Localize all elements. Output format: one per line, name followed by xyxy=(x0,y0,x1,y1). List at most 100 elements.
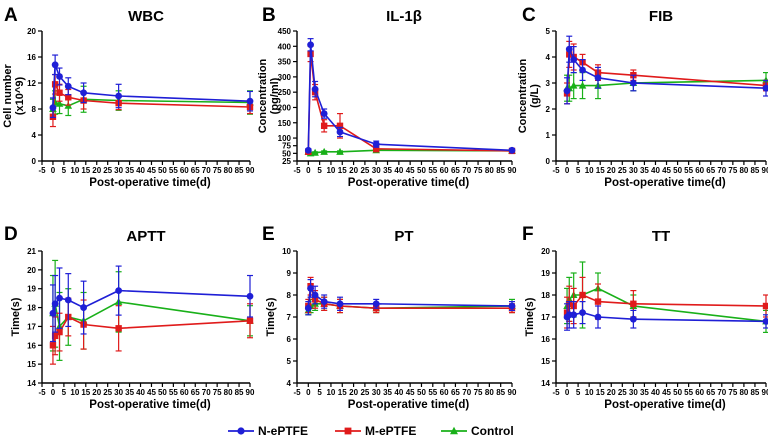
x-tick-label: 0 xyxy=(51,388,56,397)
data-point xyxy=(336,300,344,308)
x-tick-label: 30 xyxy=(114,388,123,397)
x-tick-label: -5 xyxy=(293,166,301,175)
x-tick-label: 25 xyxy=(618,166,627,175)
y-axis-title: Time(s) xyxy=(10,297,22,336)
y-tick-label: 300 xyxy=(278,73,292,82)
x-tick-label: 25 xyxy=(618,388,627,397)
x-tick-label: 90 xyxy=(246,166,255,175)
x-tick-label: 35 xyxy=(640,166,649,175)
x-tick-label: 85 xyxy=(235,388,244,397)
y-tick-label: 250 xyxy=(278,88,292,97)
legend-marker xyxy=(237,427,245,435)
x-tick-label: 20 xyxy=(349,388,358,397)
data-point xyxy=(56,73,63,80)
panel-title: APTT xyxy=(126,228,165,245)
x-tick-label: 60 xyxy=(695,388,704,397)
x-tick-label: 15 xyxy=(596,388,605,397)
y-tick-label: 16 xyxy=(27,341,36,350)
data-point xyxy=(307,41,314,49)
legend-label: Control xyxy=(471,424,514,438)
x-tick-label: 90 xyxy=(246,388,255,397)
y-tick-label: 18 xyxy=(541,291,550,300)
data-point xyxy=(508,302,516,310)
data-point xyxy=(570,311,578,319)
legend-label: M-ePTFE xyxy=(365,424,416,438)
x-tick-label: 70 xyxy=(717,388,726,397)
x-tick-label: 65 xyxy=(451,166,460,175)
legend-marker xyxy=(450,426,458,435)
y-axis-title-line: Time(s) xyxy=(524,297,536,336)
y-axis-title: Concentration(pg/ml) xyxy=(257,58,281,133)
panel-label: B xyxy=(262,5,276,26)
data-point xyxy=(594,74,602,82)
data-point xyxy=(115,92,123,100)
data-point xyxy=(56,328,63,336)
series-control xyxy=(49,259,254,361)
x-axis-title: Post-operative time(d) xyxy=(604,399,726,411)
x-tick-label: 10 xyxy=(326,388,335,397)
series-n-eptfe xyxy=(304,279,516,316)
y-tick-label: 4 xyxy=(287,379,292,388)
y-tick-label: 17 xyxy=(541,313,550,322)
data-point xyxy=(49,104,57,112)
y-axis-title-line: Concentration xyxy=(517,58,529,133)
y-tick-label: 150 xyxy=(278,119,292,128)
data-point xyxy=(65,94,72,101)
legend-item-control: Control xyxy=(441,424,514,438)
x-tick-label: 70 xyxy=(202,388,211,397)
x-tick-label: 80 xyxy=(485,388,494,397)
y-tick-label: 14 xyxy=(541,379,550,388)
x-tick-label: 80 xyxy=(739,388,748,397)
y-tick-label: 100 xyxy=(278,134,292,143)
x-tick-label: 85 xyxy=(235,166,244,175)
y-tick-label: 6 xyxy=(287,335,292,344)
y-tick-label: 20 xyxy=(27,266,36,275)
x-tick-label: 15 xyxy=(81,166,90,175)
x-tick-label: 5 xyxy=(576,388,581,397)
x-tick-label: 50 xyxy=(158,388,167,397)
y-axis-title: Cell number(x10^9) xyxy=(2,64,26,128)
legend-label: N-ePTFE xyxy=(258,424,308,438)
data-point xyxy=(311,85,319,93)
x-tick-label: 45 xyxy=(662,166,671,175)
x-tick-label: 0 xyxy=(306,166,311,175)
legend-item-n-eptfe: N-ePTFE xyxy=(228,424,308,438)
series-n-eptfe xyxy=(563,35,768,105)
x-axis-title: Post-operative time(d) xyxy=(348,399,470,411)
x-tick-label: 25 xyxy=(103,388,112,397)
data-point xyxy=(55,99,64,107)
x-tick-label: -5 xyxy=(552,388,560,397)
x-tick-label: 35 xyxy=(383,388,392,397)
x-tick-label: 5 xyxy=(317,166,322,175)
legend: N-ePTFE M-ePTFE Control xyxy=(228,424,514,438)
data-point xyxy=(762,318,768,325)
panel-label: C xyxy=(522,5,536,26)
x-tick-label: 50 xyxy=(417,166,426,175)
y-tick-label: 16 xyxy=(541,335,550,344)
data-point xyxy=(565,45,573,53)
x-tick-label: 5 xyxy=(317,388,322,397)
x-tick-label: 55 xyxy=(169,166,178,175)
x-tick-label: 55 xyxy=(169,388,178,397)
x-tick-label: 50 xyxy=(673,388,682,397)
y-axis-title-line: Cell number xyxy=(2,64,14,128)
data-point xyxy=(320,110,328,117)
x-tick-label: 85 xyxy=(496,166,505,175)
x-tick-label: 15 xyxy=(81,388,90,397)
data-point xyxy=(51,61,59,69)
data-point xyxy=(594,298,602,305)
x-tick-label: 60 xyxy=(440,388,449,397)
data-point xyxy=(563,87,571,95)
x-tick-label: 55 xyxy=(428,388,437,397)
x-axis-title: Post-operative time(d) xyxy=(348,177,470,189)
data-point xyxy=(579,66,586,74)
y-axis-title: Time(s) xyxy=(524,297,536,336)
panel-title: WBC xyxy=(128,8,164,25)
data-point xyxy=(64,82,72,90)
